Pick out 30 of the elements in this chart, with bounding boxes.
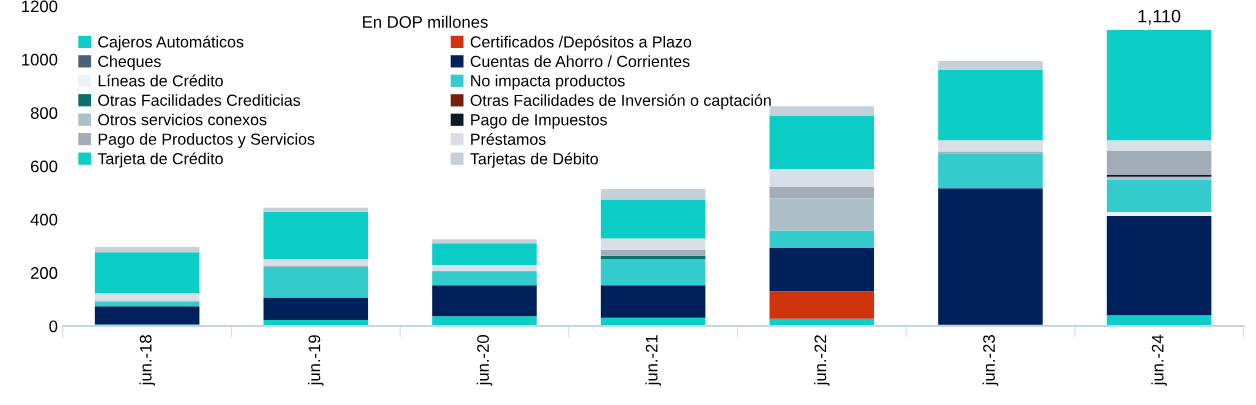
legend-label: Pago de Impuestos	[471, 113, 607, 129]
legend-label: Pago de Productos y Servicios	[98, 133, 315, 148]
y-tick-label: 400	[30, 213, 58, 226]
y-tick-label: 800	[30, 107, 58, 119]
x-tick-label: jun.-24	[1151, 334, 1167, 386]
y-tick-label: 1200	[22, 0, 58, 13]
x-tick-label: jun.-19	[308, 335, 324, 386]
legend-label: Otras Facilidades Crediticias	[98, 94, 301, 106]
total-label: 1,110	[1138, 9, 1181, 25]
legend-label: Préstamos	[471, 133, 546, 145]
x-tick-label: jun.-23	[982, 335, 999, 386]
x-tick-label: jun.-22	[814, 335, 830, 386]
legend-label: Otras Facilidades de Inversión o captación	[470, 94, 771, 110]
y-tick-label: 200	[30, 267, 58, 279]
legend-title: En DOP millones	[363, 15, 488, 28]
legend-label: Líneas de Crédito	[98, 74, 223, 87]
x-tick-label: jun.-21	[645, 335, 661, 386]
y-tick-label: 1000	[22, 53, 58, 66]
legend-label: Cheques	[98, 55, 161, 71]
legend-label: Otros servicios conexos	[98, 113, 267, 126]
x-tick-label: jun.-18	[139, 335, 155, 386]
legend-label: Cuentas de Ahorro / Corrientes	[470, 55, 690, 68]
x-tick-label: jun.-20	[476, 335, 493, 386]
legend-label: No impacta productos	[471, 74, 625, 90]
legend-label: Certificados /Depósitos a Plazo	[470, 35, 692, 51]
y-tick-label: 600	[30, 160, 58, 173]
legend-label: Cajeros Automáticos	[98, 35, 244, 51]
legend-label: Tarjeta de Crédito	[97, 152, 223, 168]
legend-label: Tarjetas de Débito	[470, 152, 598, 168]
y-tick-label: 0	[49, 320, 58, 333]
